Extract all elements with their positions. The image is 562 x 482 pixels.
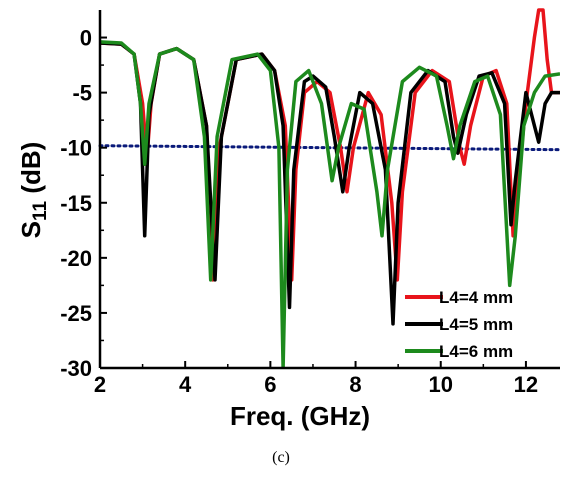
y-axis-title-main: S [16, 221, 46, 238]
x-tick-label: 4 [179, 372, 192, 397]
y-tick-label: -25 [60, 301, 92, 326]
legend-label-3: L4=6 mm [439, 342, 513, 361]
y-tick-label: -20 [60, 246, 92, 271]
figure-caption: (c) [272, 449, 290, 466]
x-tick-label: 10 [428, 372, 452, 397]
y-axis-title: S11 (dB) [16, 142, 51, 239]
legend-label-2: L4=5 mm [439, 315, 513, 334]
y-tick-label: -15 [60, 191, 92, 216]
y-tick-label: 0 [80, 26, 92, 51]
y-tick-label: -5 [72, 81, 92, 106]
y-axis-title-subscript: 11 [30, 200, 51, 221]
y-axis-title-unit: (dB) [16, 142, 46, 201]
x-tick-label: 6 [264, 372, 276, 397]
y-tick-label: -10 [60, 136, 92, 161]
y-tick-label: -30 [60, 356, 92, 381]
legend-label-1: L4=4 mm [439, 288, 513, 307]
reference-line-minus10 [98, 144, 562, 152]
x-tick-label: 2 [94, 372, 106, 397]
x-tick-label: 8 [349, 372, 361, 397]
x-tick-label: 12 [514, 372, 538, 397]
x-axis-title: Freq. (GHz) [230, 401, 370, 431]
series-line-3 [100, 40, 560, 368]
